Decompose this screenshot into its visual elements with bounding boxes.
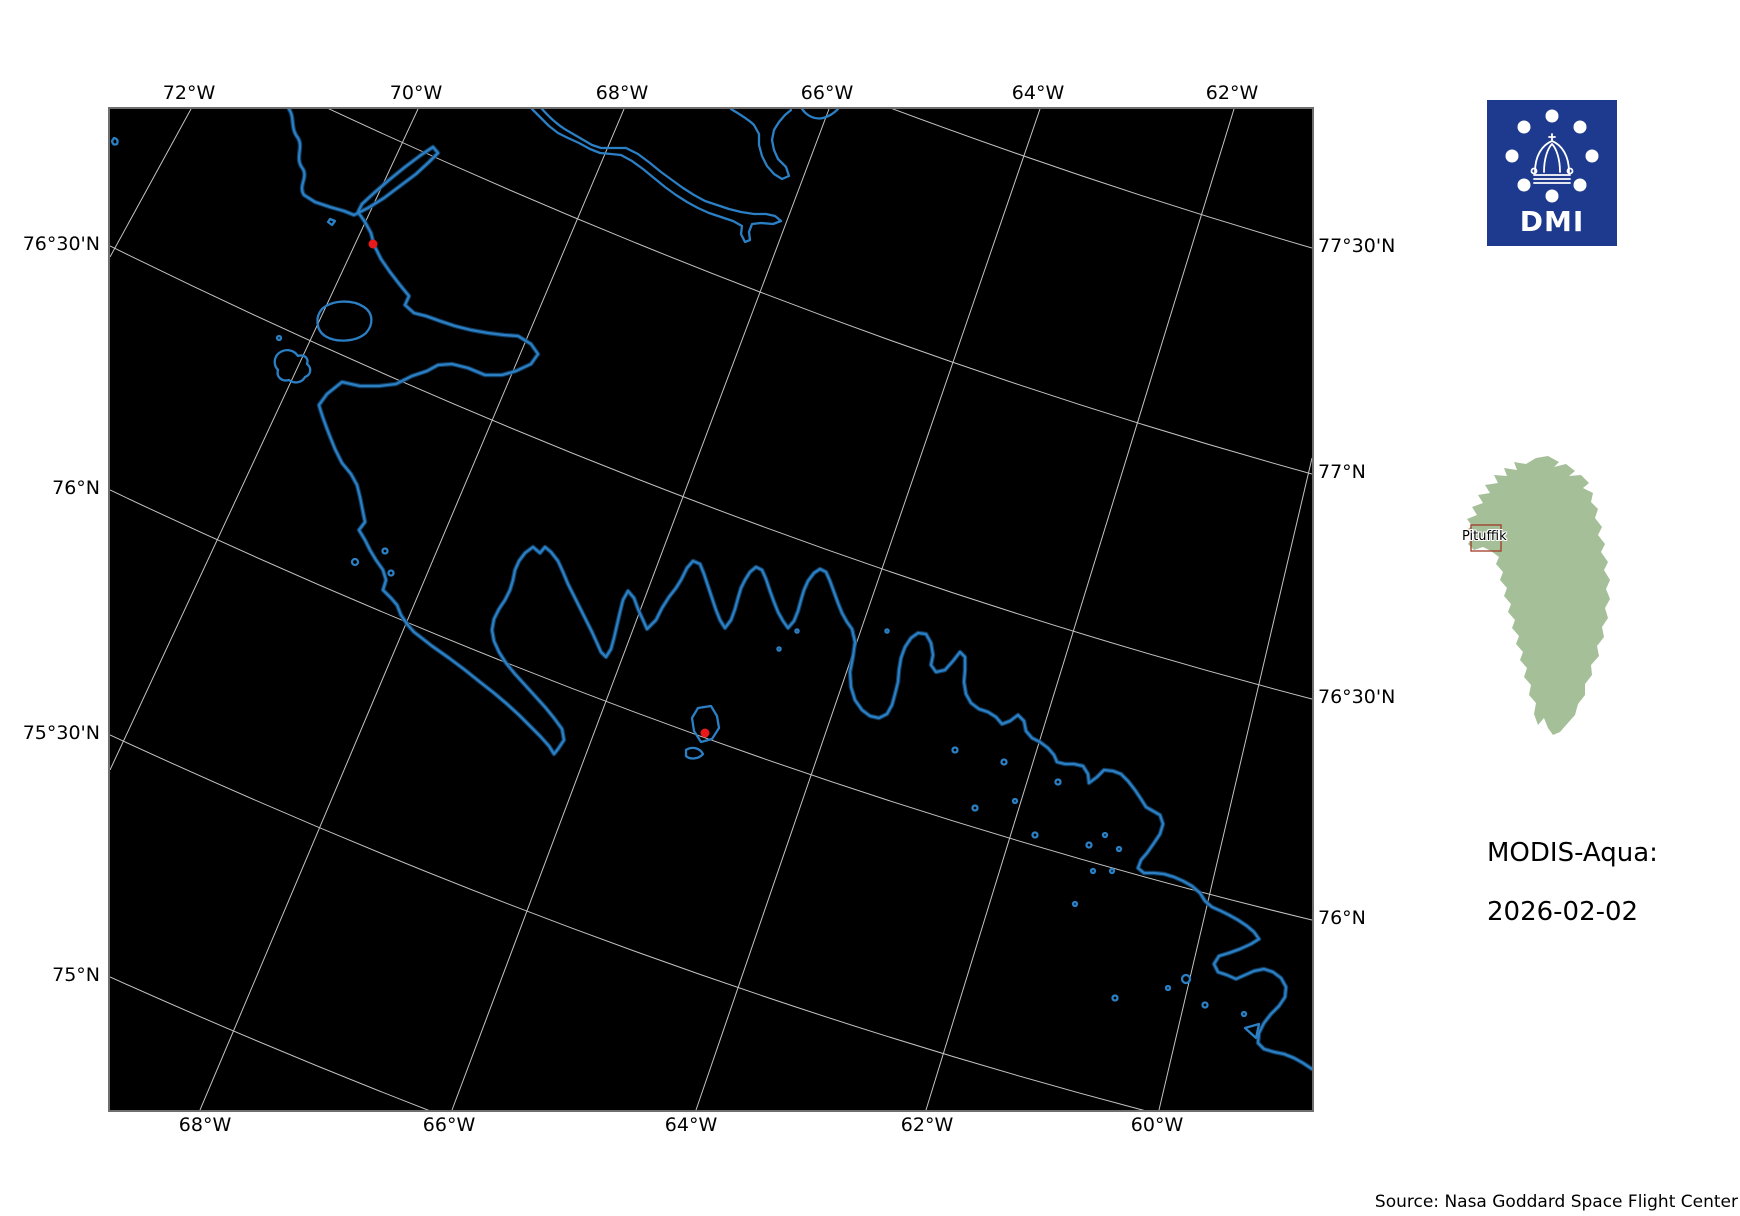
bottom-axis-tick: 62°W [900,1114,954,1136]
left-axis-tick: 75°30'N [22,722,100,744]
satellite-map-panel [108,107,1314,1112]
red-marker-2 [700,728,710,738]
station-markers [368,239,710,738]
pituffik-extent-box [1470,524,1502,552]
top-axis-tick: 68°W [595,82,649,104]
caption-date: 2026-02-02 [1487,897,1639,927]
right-axis-tick: 77°N [1318,461,1366,483]
dmi-logo-text: DMI [1519,205,1585,238]
right-axis-tick: 76°N [1318,907,1366,929]
top-axis-tick: 66°W [800,82,854,104]
top-axis-tick: 64°W [1011,82,1065,104]
left-axis-tick: 75°N [52,964,100,986]
dmi-logo: DMI [1487,100,1617,246]
crown-icon [1530,133,1574,184]
greenland-inset [1458,452,1628,742]
bottom-axis-tick: 60°W [1130,1114,1184,1136]
dmi-crown-emblem [1505,109,1599,203]
coastline [110,109,1312,1071]
right-axis-tick: 77°30'N [1318,235,1396,257]
pituffik-label: Pituffik [1462,529,1507,544]
bottom-axis-tick: 64°W [664,1114,718,1136]
top-axis-tick: 72°W [162,82,216,104]
right-axis-tick: 76°30'N [1318,686,1396,708]
greenland-silhouette [1465,456,1610,735]
caption: MODIS-Aqua: 2026-02-02 [1487,838,1658,927]
coastline-glow [286,109,1312,1072]
top-axis-tick: 70°W [389,82,443,104]
graticule [110,109,1312,1110]
red-marker-1 [368,239,378,249]
source-text: Source: Nasa Goddard Space Flight Center [1374,1192,1738,1212]
logo-dots [1505,109,1599,203]
caption-satellite: MODIS-Aqua: [1487,838,1658,868]
bottom-axis-tick: 68°W [178,1114,232,1136]
satellite-map [110,109,1312,1110]
top-axis-tick: 62°W [1205,82,1259,104]
bottom-axis-tick: 66°W [422,1114,476,1136]
left-axis-tick: 76°N [52,477,100,499]
left-axis-tick: 76°30'N [22,233,100,255]
